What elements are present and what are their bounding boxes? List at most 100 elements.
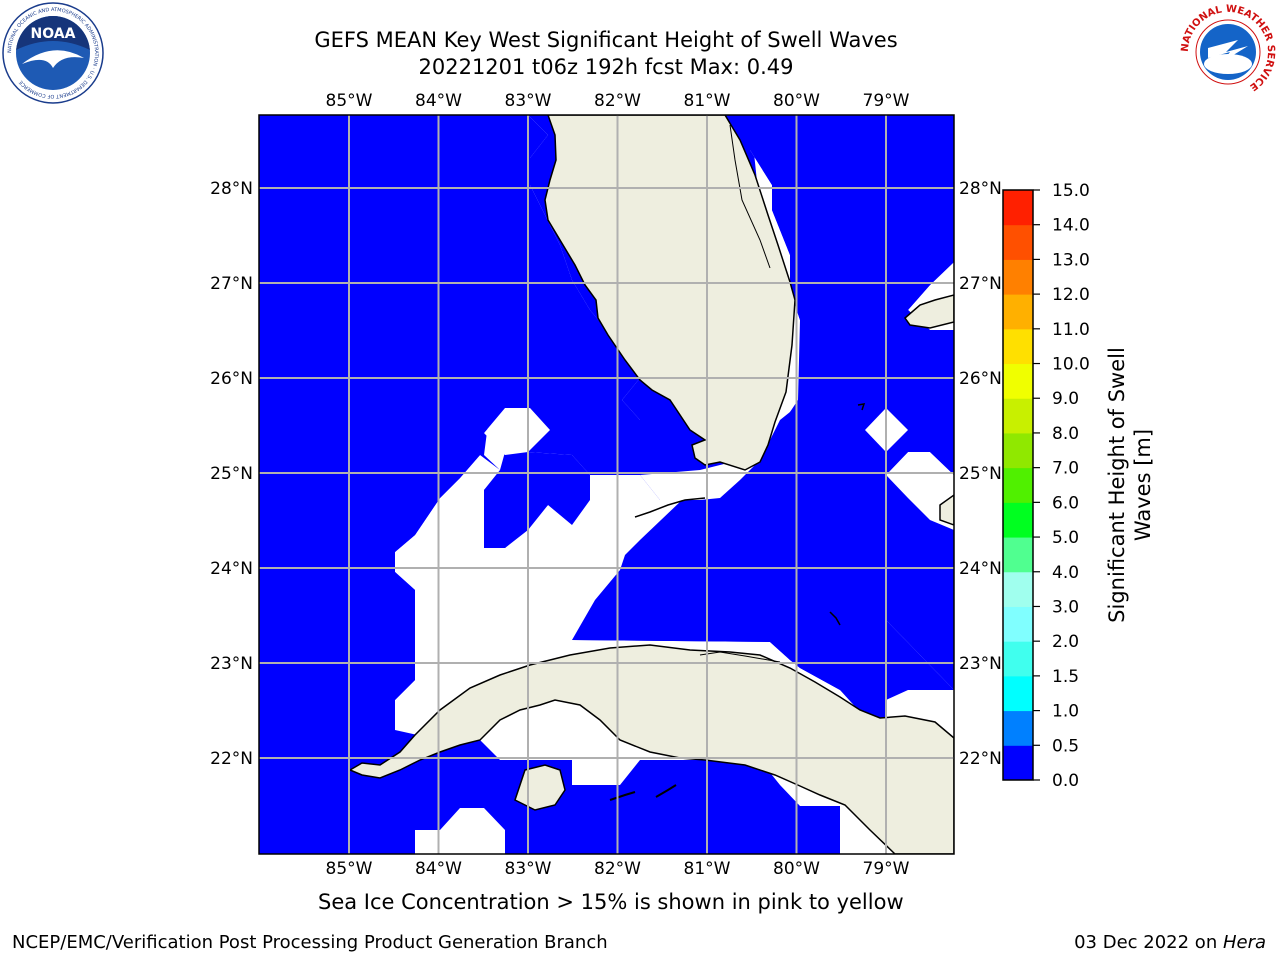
colorbar-swatch	[1003, 294, 1033, 330]
lat-label-left: 24°N	[210, 559, 253, 579]
bahamas-island	[939, 494, 954, 526]
colorbar-tick-label: 1.0	[1052, 702, 1079, 722]
colorbar-swatch	[1003, 432, 1033, 469]
lon-label-bottom: 81°W	[684, 859, 731, 879]
colorbar-tick-label: 10.0	[1052, 355, 1090, 375]
bahamas-island	[903, 294, 954, 329]
colorbar-tick-label: 13.0	[1052, 250, 1090, 270]
sea-ice-note: Sea Ice Concentration > 15% is shown in …	[318, 890, 904, 914]
lat-label-left: 27°N	[210, 274, 253, 294]
chart-subtitle: 20221201 t06z 192h fcst Max: 0.49	[418, 55, 794, 79]
colorbar-tick-label: 2.0	[1052, 632, 1079, 652]
colorbar-tick-label: 3.0	[1052, 597, 1079, 617]
lon-label-top: 84°W	[415, 91, 462, 111]
lon-label-bottom: 79°W	[863, 859, 910, 879]
colorbar-swatch	[1003, 745, 1033, 781]
lat-label-right: 24°N	[959, 559, 1002, 579]
florida-landmass	[544, 115, 796, 471]
colorbar-swatch	[1003, 606, 1033, 642]
lat-label-left: 22°N	[210, 749, 253, 769]
colorbar-tick-label: 0.5	[1052, 736, 1079, 756]
colorbar-label-line1: Significant Height of Swell	[1105, 347, 1129, 623]
colorbar-tick-label: 14.0	[1052, 216, 1090, 236]
colorbar-scale	[1002, 189, 1034, 781]
colorbar-tick-label: 8.0	[1052, 424, 1079, 444]
coast-detail	[699, 651, 781, 663]
noaa-logo-text: NOAA	[31, 26, 76, 42]
colorbar-swatch	[1003, 502, 1033, 538]
lon-label-bottom: 83°W	[505, 859, 552, 879]
lon-label-bottom: 82°W	[594, 859, 641, 879]
lat-label-right: 25°N	[959, 464, 1002, 484]
lon-label-bottom: 84°W	[415, 859, 462, 879]
colorbar-swatch	[1003, 398, 1033, 434]
colorbar-tick-label: 9.0	[1052, 389, 1079, 409]
noaa-logo: NOAA NATIONAL OCEANIC AND ATMOSPHERIC AD…	[2, 2, 104, 104]
colorbar-swatch	[1003, 641, 1033, 677]
colorbar-swatch	[1003, 363, 1033, 399]
colorbar-swatch	[1003, 675, 1033, 712]
low-swell-region	[886, 452, 954, 530]
colorbar-tick-label: 6.0	[1052, 493, 1079, 513]
footer-date-text: 03 Dec 2022 on	[1074, 932, 1223, 953]
footer-date: 03 Dec 2022 on Hera	[1074, 932, 1266, 953]
low-swell-region	[908, 690, 954, 720]
coast-detail	[729, 124, 771, 269]
lat-label-right: 22°N	[959, 749, 1002, 769]
lat-label-right: 26°N	[959, 369, 1002, 389]
colorbar-tick-label: 11.0	[1052, 320, 1090, 340]
lon-label-top: 82°W	[594, 91, 641, 111]
colorbar-tick-label: 0.0	[1052, 771, 1079, 791]
ocean-patch	[259, 760, 415, 854]
land-areas	[348, 115, 954, 854]
ocean-patch	[259, 115, 640, 760]
lat-label-right: 23°N	[959, 654, 1002, 674]
island	[857, 403, 866, 411]
colorbar-swatch	[1003, 224, 1033, 260]
lon-label-top: 80°W	[773, 91, 820, 111]
florida-keys	[634, 497, 706, 518]
colorbar-tick-label: 1.5	[1052, 667, 1079, 687]
ocean-patch	[572, 115, 954, 700]
lat-label-left: 25°N	[210, 464, 253, 484]
colorbar-swatch	[1003, 571, 1033, 607]
colorbar-swatch	[1003, 467, 1033, 503]
lat-label-left: 26°N	[210, 369, 253, 389]
footer-credit: NCEP/EMC/Verification Post Processing Pr…	[12, 932, 608, 953]
lat-label-left: 28°N	[210, 179, 253, 199]
colorbar-frame	[1002, 189, 1034, 781]
colorbar-ticks: 0.0 0.5 1.0 1.5 2.0 3.0 4.0 5.0 6.0 7.0 8.0 9.0 10.0…	[1033, 181, 1090, 791]
map-axis-labels: 85°W 85°W 84°W 84°W 83°W 83°W 82°W 82°W 81°W 81°W…	[210, 91, 1002, 879]
lon-label-top: 81°W	[684, 91, 731, 111]
colorbar-tick-label: 12.0	[1052, 285, 1090, 305]
cuba-landmass	[348, 644, 954, 854]
colorbar-tick-label: 5.0	[1052, 528, 1079, 548]
map-border	[258, 114, 955, 855]
lon-label-bottom: 80°W	[773, 859, 820, 879]
lon-label-bottom: 85°W	[326, 859, 373, 879]
map-gridlines	[259, 115, 954, 854]
colorbar-swatch	[1003, 537, 1033, 573]
lon-label-top: 85°W	[326, 91, 373, 111]
chart-title: GEFS MEAN Key West Significant Height of…	[314, 28, 898, 52]
lat-label-right: 28°N	[959, 179, 1002, 199]
colorbar-swatch	[1003, 328, 1033, 365]
lat-label-left: 23°N	[210, 654, 253, 674]
island	[829, 611, 841, 626]
island	[609, 791, 636, 801]
colorbar-swatch	[1003, 710, 1033, 746]
colorbar-tick-label: 4.0	[1052, 563, 1079, 583]
map-area	[259, 115, 954, 854]
lon-label-top: 83°W	[505, 91, 552, 111]
colorbar-tick-label: 7.0	[1052, 459, 1079, 479]
lon-label-top: 79°W	[863, 91, 910, 111]
lat-label-right: 27°N	[959, 274, 1002, 294]
nws-logo: NATIONAL WEATHER SERVICE	[1180, 4, 1276, 100]
colorbar-swatch	[1003, 259, 1033, 295]
ocean-patch	[484, 470, 548, 548]
colorbar-swatch	[1003, 190, 1033, 226]
footer-machine: Hera	[1222, 932, 1266, 953]
island	[655, 784, 677, 798]
